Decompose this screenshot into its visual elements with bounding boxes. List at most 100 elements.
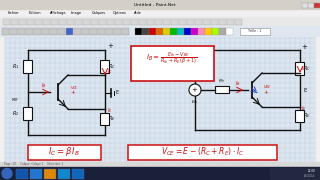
Bar <box>147 19 154 24</box>
Bar <box>23 107 32 120</box>
Bar <box>98 28 105 35</box>
Bar <box>226 28 233 35</box>
Text: Taille : 1: Taille : 1 <box>248 29 262 33</box>
Bar <box>0 17 320 26</box>
Bar <box>314 3 320 8</box>
Bar <box>23 60 32 73</box>
Bar <box>122 28 129 35</box>
Bar <box>240 28 270 35</box>
Bar <box>74 28 81 35</box>
Bar <box>59 19 66 24</box>
Text: Affichage: Affichage <box>50 11 67 15</box>
FancyBboxPatch shape <box>131 46 213 80</box>
Bar <box>191 28 197 35</box>
Bar <box>177 28 183 35</box>
Bar <box>302 3 308 8</box>
Text: +: + <box>191 87 197 93</box>
Bar <box>308 3 314 8</box>
Text: E: E <box>116 91 119 96</box>
Text: $R_{th}$: $R_{th}$ <box>218 77 226 85</box>
Text: +: + <box>70 90 75 95</box>
Bar <box>179 19 186 24</box>
Text: Aide: Aide <box>134 11 142 15</box>
Bar <box>107 19 114 24</box>
Text: Options: Options <box>113 11 127 15</box>
Text: $I_B$: $I_B$ <box>235 79 241 88</box>
Bar <box>100 113 109 125</box>
Text: Page: 1/1    Calque: Calque 1    Sélection: 1: Page: 1/1 Calque: Calque 1 Sélection: 1 <box>4 163 63 166</box>
Bar <box>11 19 18 24</box>
Circle shape <box>189 84 201 96</box>
Text: Untitled - Paint.Net: Untitled - Paint.Net <box>134 3 176 6</box>
Bar <box>131 19 138 24</box>
Text: $V_{BE}$: $V_{BE}$ <box>263 83 272 91</box>
Bar <box>295 110 304 122</box>
Bar <box>19 19 26 24</box>
Bar <box>72 168 84 179</box>
Bar <box>2 28 9 35</box>
Bar <box>66 28 73 35</box>
Bar <box>44 168 56 179</box>
Bar <box>30 168 42 179</box>
Text: 6/6/2014: 6/6/2014 <box>304 174 315 178</box>
Bar <box>195 19 202 24</box>
Bar <box>34 28 41 35</box>
Bar <box>184 28 190 35</box>
Bar <box>170 28 177 35</box>
FancyBboxPatch shape <box>127 145 276 159</box>
Text: $I_C$: $I_C$ <box>107 67 113 76</box>
Bar <box>3 19 10 24</box>
Circle shape <box>2 168 12 179</box>
Bar <box>171 19 178 24</box>
Bar <box>50 28 57 35</box>
Bar <box>163 19 170 24</box>
Bar <box>219 28 226 35</box>
Bar <box>106 28 113 35</box>
Text: $I_B$: $I_B$ <box>41 81 47 90</box>
Text: $R_{BF}$: $R_{BF}$ <box>12 96 20 104</box>
Bar <box>211 19 218 24</box>
Bar <box>149 28 156 35</box>
Text: $V_{CE} = E - (R_C + R_E)\cdot I_C$: $V_{CE} = E - (R_C + R_E)\cdot I_C$ <box>161 146 244 158</box>
Bar <box>187 19 194 24</box>
Bar <box>0 162 320 167</box>
Bar <box>0 0 320 9</box>
Text: $R_C$: $R_C$ <box>303 65 311 73</box>
Bar <box>135 28 141 35</box>
Text: +: + <box>263 90 268 95</box>
Bar <box>212 28 219 35</box>
Bar <box>82 28 89 35</box>
Bar <box>235 19 242 24</box>
Bar <box>163 28 170 35</box>
Bar <box>10 28 17 35</box>
Bar <box>18 28 25 35</box>
Text: $V_{CE}$: $V_{CE}$ <box>70 84 79 92</box>
Bar <box>5 37 315 163</box>
Bar <box>0 26 320 36</box>
Bar <box>43 19 50 24</box>
Bar <box>0 9 320 17</box>
Bar <box>26 28 33 35</box>
Bar <box>51 19 58 24</box>
Bar <box>83 19 90 24</box>
Text: Fichier: Fichier <box>8 11 20 15</box>
Text: $I_C = \beta\,I_B$: $I_C = \beta\,I_B$ <box>48 145 80 159</box>
Bar <box>99 19 106 24</box>
Bar <box>58 168 70 179</box>
Bar <box>0 167 320 180</box>
Bar <box>75 19 82 24</box>
Text: +: + <box>107 43 113 49</box>
Bar <box>205 28 212 35</box>
Bar <box>227 19 234 24</box>
Bar <box>35 19 42 24</box>
Bar <box>100 60 109 73</box>
Text: $I_E$: $I_E$ <box>301 104 307 113</box>
Bar <box>156 28 163 35</box>
Text: $R_1$: $R_1$ <box>12 62 19 71</box>
Text: $I_E$: $I_E$ <box>107 106 113 115</box>
Text: 12:00: 12:00 <box>308 168 315 172</box>
Bar <box>139 19 146 24</box>
Text: Image: Image <box>71 11 82 15</box>
Bar <box>219 19 226 24</box>
Text: $R_E$: $R_E$ <box>303 112 310 120</box>
